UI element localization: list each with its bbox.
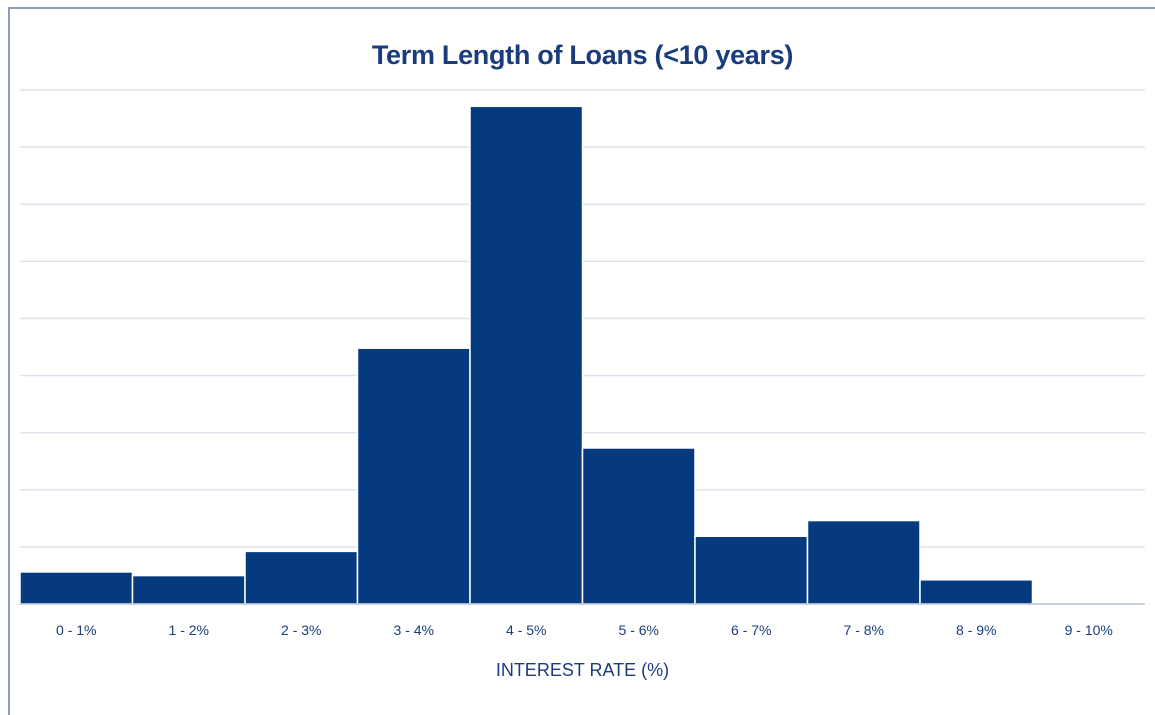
bar-1 (131, 574, 246, 605)
x-tick-label: 5 - 6% (619, 622, 659, 638)
bar-6 (694, 535, 809, 605)
bar-8 (919, 579, 1034, 605)
x-tick-label: 7 - 8% (844, 622, 884, 638)
x-tick-label: 6 - 7% (731, 622, 771, 638)
frame-left-border (8, 7, 10, 715)
bar-5 (581, 447, 696, 605)
x-tick-label: 8 - 9% (956, 622, 996, 638)
x-tick-label: 1 - 2% (169, 622, 209, 638)
x-tick-label: 2 - 3% (281, 622, 321, 638)
chart-title: Term Length of Loans (<10 years) (371, 40, 794, 70)
bar-7 (806, 519, 921, 605)
x-tick-label: 4 - 5% (506, 622, 546, 638)
bar-3 (356, 347, 471, 605)
bar-0 (19, 571, 134, 605)
bar-2 (244, 550, 359, 605)
x-tick-labels: 0 - 1% 1 - 2% 2 - 3% 3 - 4% 4 - 5% 5 - 6% 6 - … (56, 622, 1113, 638)
x-tick-label: 0 - 1% (56, 622, 96, 638)
x-tick-label: 9 - 10% (1065, 622, 1113, 638)
x-tick-label: 3 - 4% (394, 622, 434, 638)
frame-top-border (8, 7, 1155, 9)
x-axis-title: INTEREST RATE (%) (496, 660, 669, 680)
bar-4 (469, 105, 584, 605)
bars (19, 105, 1146, 605)
